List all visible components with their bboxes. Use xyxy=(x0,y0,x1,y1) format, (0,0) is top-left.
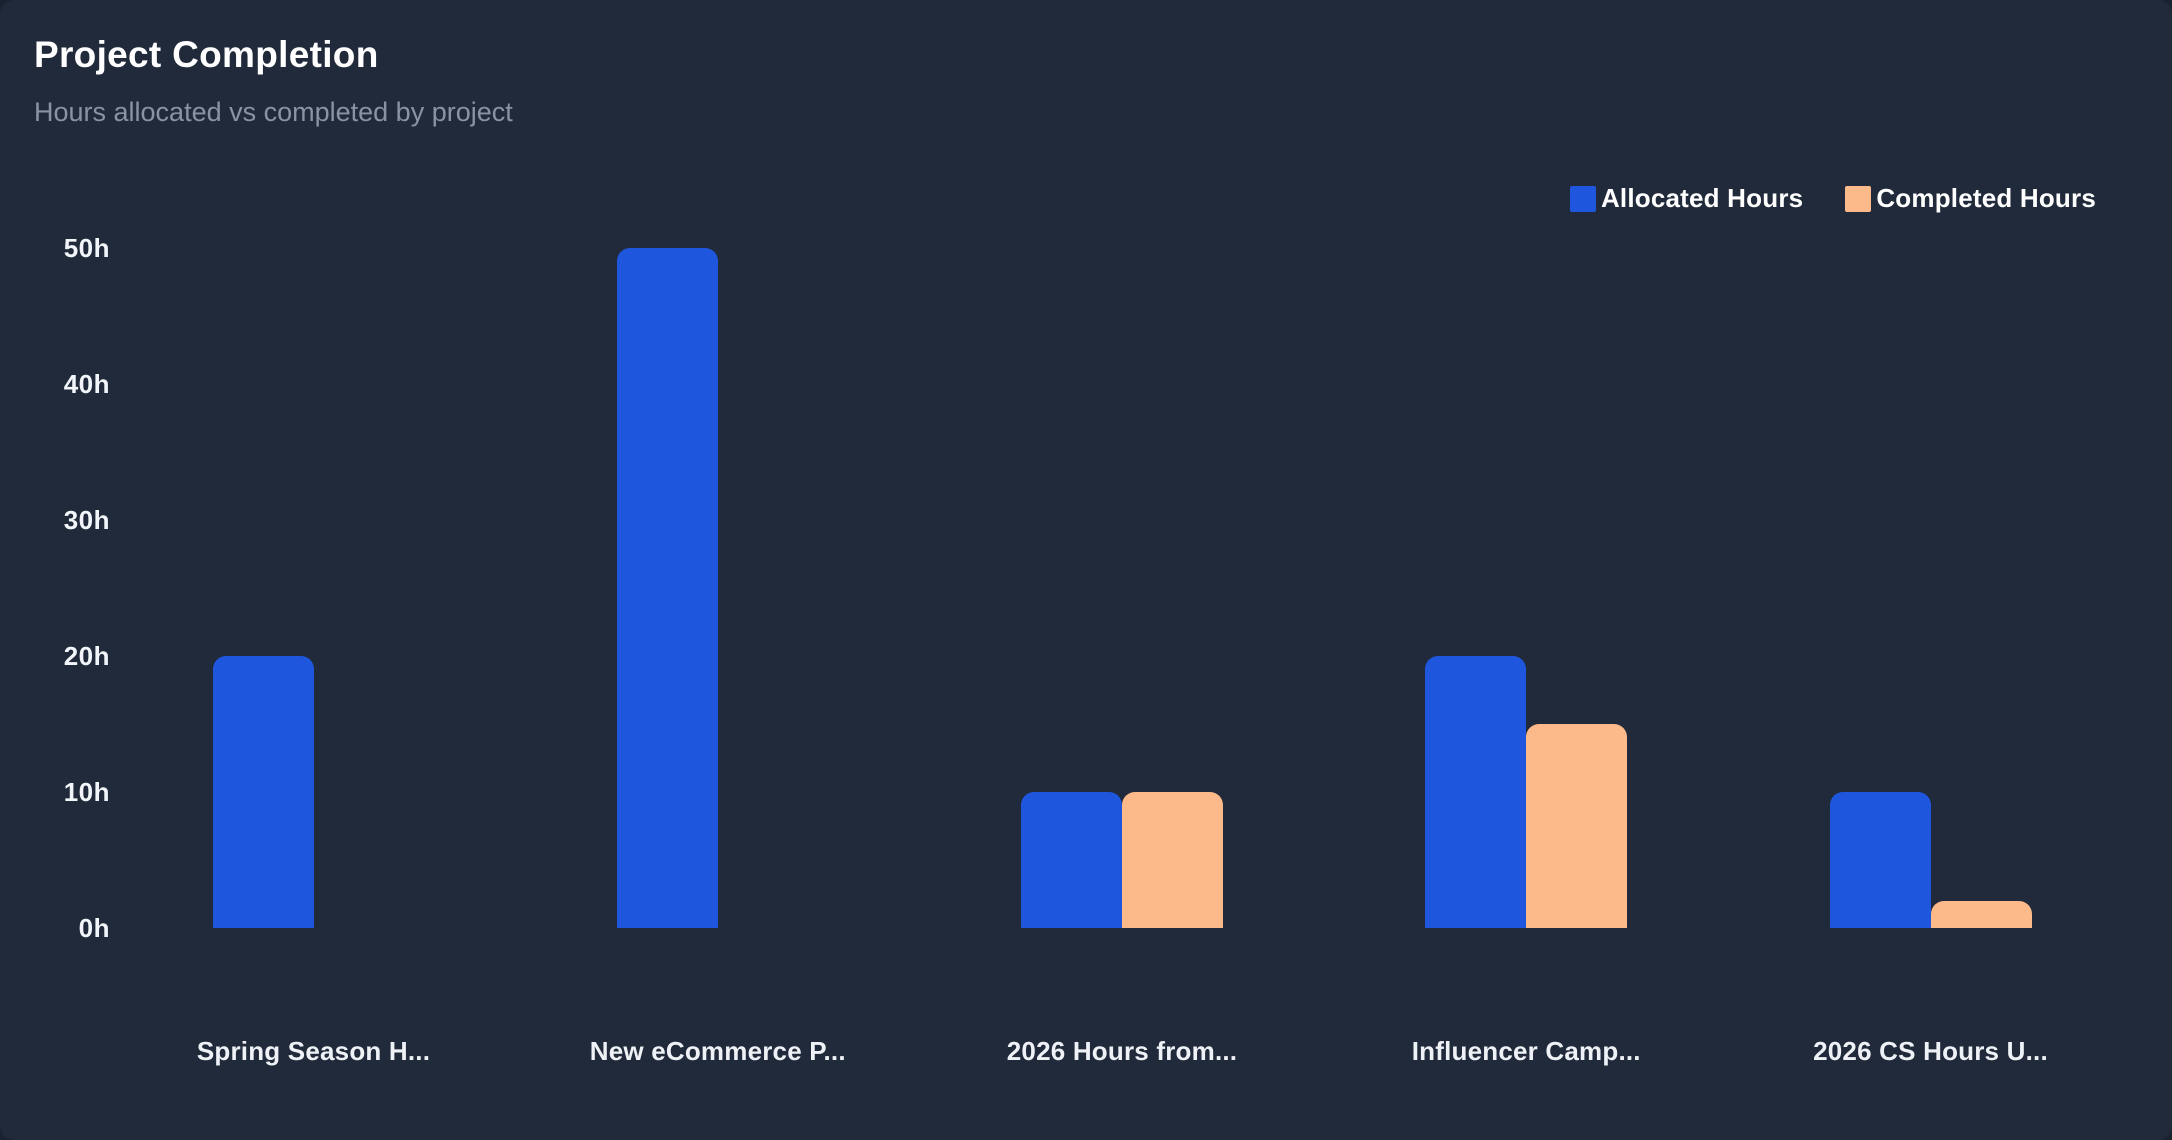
y-axis-tick-label: 0h xyxy=(78,913,110,943)
chart-title: Project Completion xyxy=(34,34,379,75)
y-axis-tick-label: 50h xyxy=(63,233,110,263)
completed-hours-bar-4[interactable] xyxy=(1526,724,1628,928)
y-axis-tick-label: 30h xyxy=(63,505,110,535)
allocated-hours-bar-2[interactable] xyxy=(616,248,718,928)
legend-swatch-icon xyxy=(1845,185,1872,212)
allocated-hours-bar-1[interactable] xyxy=(212,656,314,928)
x-axis-category-label: Spring Season H... xyxy=(196,1036,431,1066)
completed-hours-bar-3[interactable] xyxy=(1122,792,1223,928)
allocated-hours-bar-5[interactable] xyxy=(1829,792,1931,928)
y-axis-tick-label: 20h xyxy=(63,641,110,671)
legend-swatch-icon xyxy=(1569,185,1596,212)
legend-item-allocated-hours[interactable]: Allocated Hours xyxy=(1569,183,1804,214)
chart-legend: Allocated Hours Completed Hours xyxy=(1569,183,2096,214)
x-axis-category-label: New eCommerce P... xyxy=(589,1036,846,1066)
allocated-hours-bar-4[interactable] xyxy=(1425,656,1527,928)
y-axis-tick-label: 40h xyxy=(63,369,110,399)
legend-label: Completed Hours xyxy=(1876,183,2096,213)
allocated-hours-bar-3[interactable] xyxy=(1021,792,1122,928)
legend-label: Allocated Hours xyxy=(1600,183,1804,213)
chart-header: Project Completion Hours allocated vs co… xyxy=(34,34,513,128)
x-axis-category-label: 2026 CS Hours U... xyxy=(1813,1036,2048,1066)
y-axis-tick-label: 10h xyxy=(63,777,110,807)
chart-subtitle: Hours allocated vs completed by project xyxy=(34,97,513,127)
x-axis-category-label: 2026 Hours from... xyxy=(1006,1036,1238,1066)
x-axis-category-label: Influencer Camp... xyxy=(1411,1036,1641,1066)
completed-hours-bar-5[interactable] xyxy=(1930,900,2032,928)
legend-item-completed-hours[interactable]: Completed Hours xyxy=(1845,183,2096,214)
